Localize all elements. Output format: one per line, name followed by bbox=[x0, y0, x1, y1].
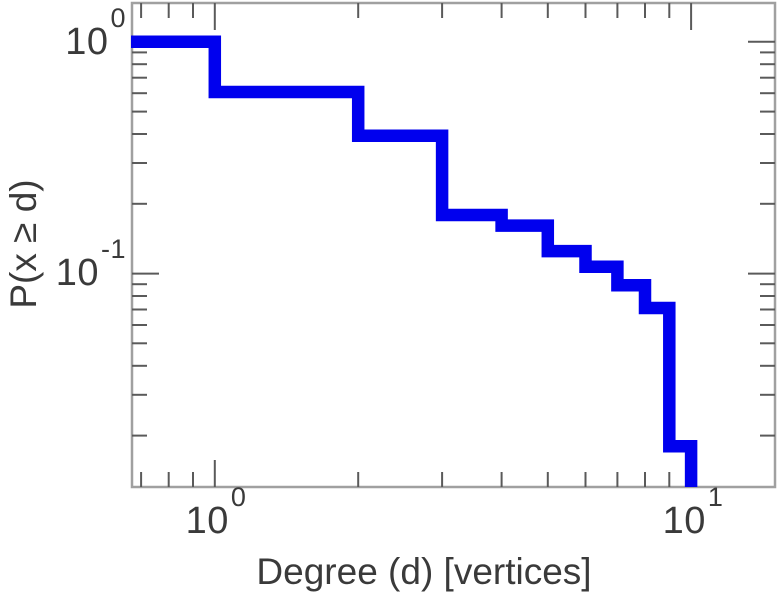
y-tick-base: 10 bbox=[55, 252, 99, 294]
axis-ticks bbox=[132, 3, 775, 487]
y-tick-label-1e0: 100 bbox=[28, 5, 125, 63]
x-tick-label-1e0: 100 bbox=[145, 484, 285, 542]
x-tick-label-1e1: 101 bbox=[622, 484, 762, 542]
x-tick-base: 10 bbox=[662, 500, 706, 542]
x-axis-title: Degree (d) [vertices] bbox=[256, 551, 592, 592]
y-tick-exponent: 0 bbox=[110, 3, 126, 34]
y-tick-label-1e-1: 10-1 bbox=[28, 236, 126, 294]
y-tick-base: 10 bbox=[65, 21, 109, 63]
y-axis-title: P(x ≥ d) bbox=[3, 179, 44, 309]
x-tick-exponent: 1 bbox=[707, 482, 724, 513]
y-tick-exponent: -1 bbox=[100, 234, 126, 265]
x-tick-exponent: 0 bbox=[230, 482, 247, 513]
plot-frame bbox=[130, 1, 777, 489]
ccdf-step-line bbox=[131, 35, 698, 487]
x-tick-base: 10 bbox=[185, 500, 229, 542]
